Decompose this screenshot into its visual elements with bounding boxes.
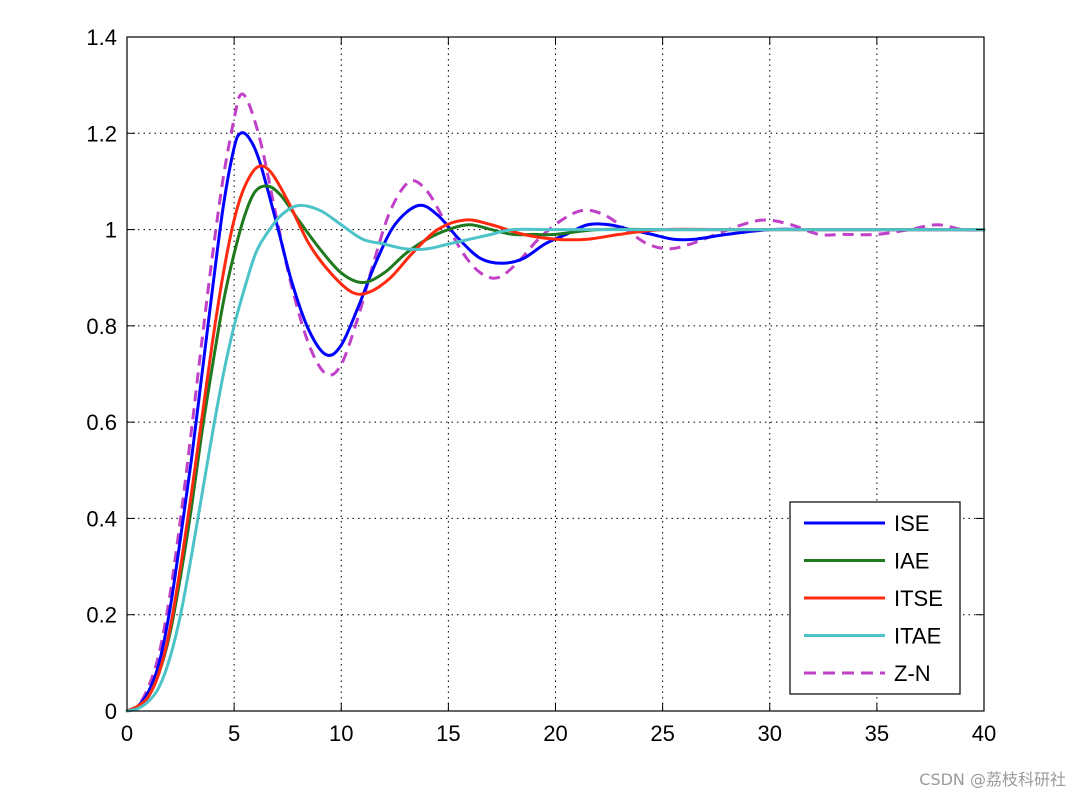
grid [127,37,984,711]
x-tick-label: 20 [543,721,567,746]
x-tick-label: 40 [972,721,996,746]
x-tick-label: 0 [121,721,133,746]
y-tick-label: 1.4 [86,25,117,50]
series-line-iae [125,184,986,713]
x-tick-label: 30 [758,721,782,746]
y-tick-label: 0.4 [86,506,117,531]
legend-label: ITAE [894,624,941,649]
series-line-itae [125,203,986,713]
x-tick-label: 5 [228,721,240,746]
x-tick-label: 25 [650,721,674,746]
x-tick-label: 10 [329,721,353,746]
series-line-ise [125,131,986,713]
y-tick-label: 0 [105,699,117,724]
legend-label: ITSE [894,586,943,611]
legend-label: IAE [894,549,929,574]
x-tick-label: 15 [436,721,460,746]
series-line-itse [125,164,986,713]
y-tick-label: 0.8 [86,314,117,339]
y-tick-label: 0.2 [86,603,117,628]
legend: ISE IAE ITSE ITAE Z-N [789,501,961,695]
axis-ticks: 0 5 10 15 20 25 30 35 40 0 0.2 0.4 0.6 0.8 1 1.2 1.4 [86,25,996,746]
y-tick-label: 0.6 [86,410,117,435]
x-tick-label: 35 [865,721,889,746]
legend-label: ISE [894,511,929,536]
legend-label: Z-N [894,661,931,686]
y-tick-label: 1.2 [86,121,117,146]
watermark: CSDN @荔枝科研社 [919,770,1066,789]
y-tick-label: 1 [105,218,117,243]
series-curves [125,92,986,713]
series-line-zn [126,92,985,713]
